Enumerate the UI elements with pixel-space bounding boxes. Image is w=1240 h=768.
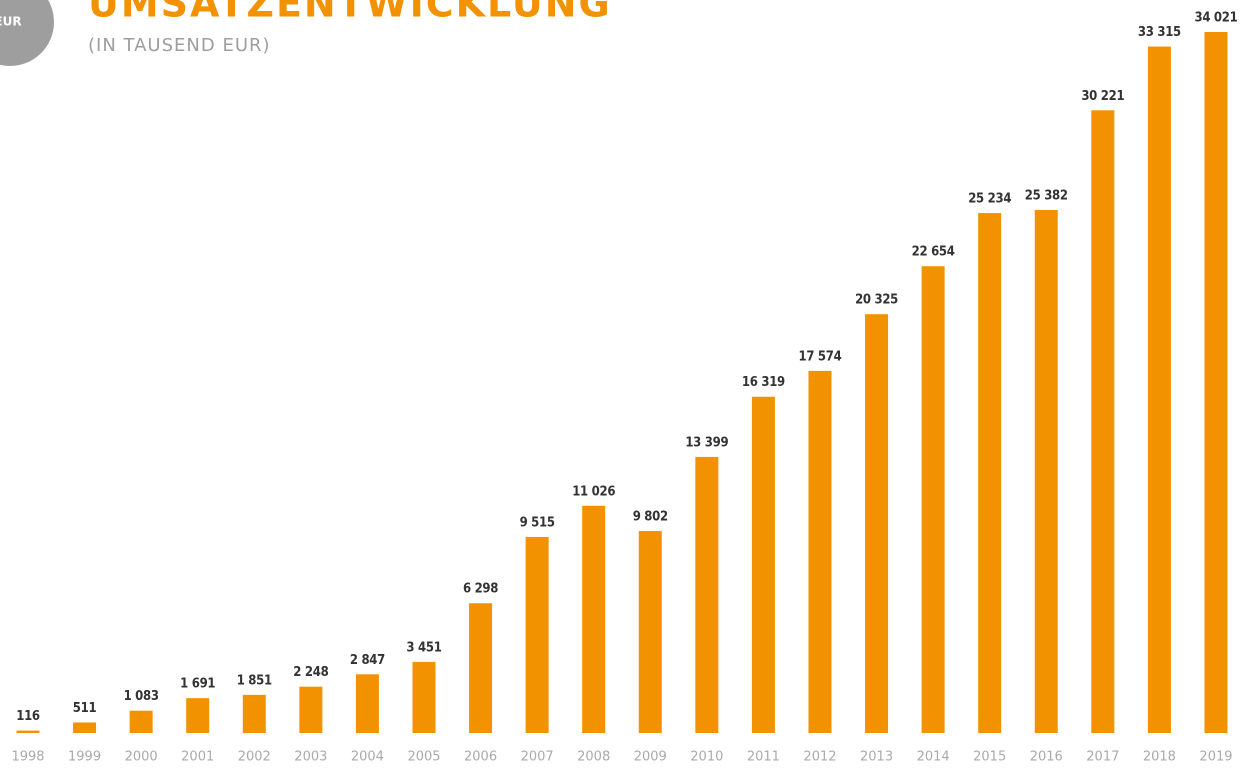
- bar: [808, 370, 832, 733]
- x-tick-label: 2000: [125, 750, 158, 765]
- logo-text: EUR: [0, 15, 22, 29]
- bar: [1091, 110, 1115, 733]
- value-label: 22 654: [912, 245, 955, 260]
- bar: [412, 661, 436, 733]
- bar: [73, 722, 97, 733]
- x-tick-label: 2017: [1086, 750, 1119, 765]
- bar: [921, 266, 945, 733]
- x-tick-label: 2009: [634, 750, 667, 765]
- x-tick-label: 2010: [690, 750, 723, 765]
- value-label: 33 315: [1138, 25, 1181, 40]
- chart-title: UMSATZENTWICKLUNG: [88, 0, 612, 26]
- value-label: 2 847: [350, 653, 385, 668]
- bar: [865, 314, 889, 733]
- value-label: 116: [16, 709, 40, 724]
- value-label: 25 382: [1025, 189, 1068, 204]
- value-label: 13 399: [685, 435, 728, 450]
- bar: [242, 694, 266, 733]
- x-tick-label: 2008: [577, 750, 610, 765]
- x-tick-label: 2016: [1030, 750, 1063, 765]
- bar: [582, 505, 606, 733]
- value-label: 1 083: [124, 689, 159, 704]
- bar: [1034, 210, 1058, 733]
- value-label: 1 851: [237, 673, 272, 688]
- bar: [695, 456, 719, 733]
- value-label: 11 026: [572, 484, 615, 499]
- value-label: 20 325: [855, 293, 898, 308]
- value-label: 9 515: [520, 515, 555, 530]
- x-tick-label: 2014: [917, 750, 950, 765]
- x-tick-label: 2006: [464, 750, 497, 765]
- x-tick-label: 2003: [294, 750, 327, 765]
- x-tick-label: 2019: [1199, 750, 1232, 765]
- value-label: 9 802: [633, 510, 668, 525]
- x-tick-label: 2015: [973, 750, 1006, 765]
- value-label: 34 021: [1194, 11, 1237, 26]
- bar: [638, 531, 662, 733]
- x-tick-label: 2004: [351, 750, 384, 765]
- bar: [1147, 46, 1171, 734]
- value-label: 3 451: [406, 640, 441, 655]
- x-tick-label: 2013: [860, 750, 893, 765]
- bar: [16, 730, 40, 733]
- bar: [299, 686, 323, 733]
- value-label: 30 221: [1081, 89, 1124, 104]
- bar: [525, 536, 549, 733]
- value-label: 16 319: [742, 375, 785, 390]
- x-tick-label: 2005: [407, 750, 440, 765]
- bar: [751, 396, 775, 733]
- bar: [355, 674, 379, 733]
- x-tick-label: 2018: [1143, 750, 1176, 765]
- value-label: 6 298: [463, 582, 498, 597]
- x-tick-label: 2007: [521, 750, 554, 765]
- x-tick-label: 2011: [747, 750, 780, 765]
- value-label: 1 691: [180, 677, 215, 692]
- value-label: 25 234: [968, 192, 1011, 207]
- value-label: 17 574: [798, 349, 841, 364]
- logo-circle: [0, 0, 54, 66]
- x-tick-label: 2002: [238, 750, 271, 765]
- bar: [469, 603, 493, 733]
- x-tick-label: 1998: [11, 750, 44, 765]
- bar: [978, 213, 1002, 734]
- value-label: 511: [73, 701, 97, 716]
- bar: [1204, 32, 1228, 733]
- value-label: 2 248: [293, 665, 328, 680]
- x-tick-label: 1999: [68, 750, 101, 765]
- bar: [186, 698, 210, 733]
- x-tick-label: 2001: [181, 750, 214, 765]
- bar: [129, 710, 153, 733]
- x-tick-label: 2012: [803, 750, 836, 765]
- chart-subtitle: (IN TAUSEND EUR): [88, 35, 271, 56]
